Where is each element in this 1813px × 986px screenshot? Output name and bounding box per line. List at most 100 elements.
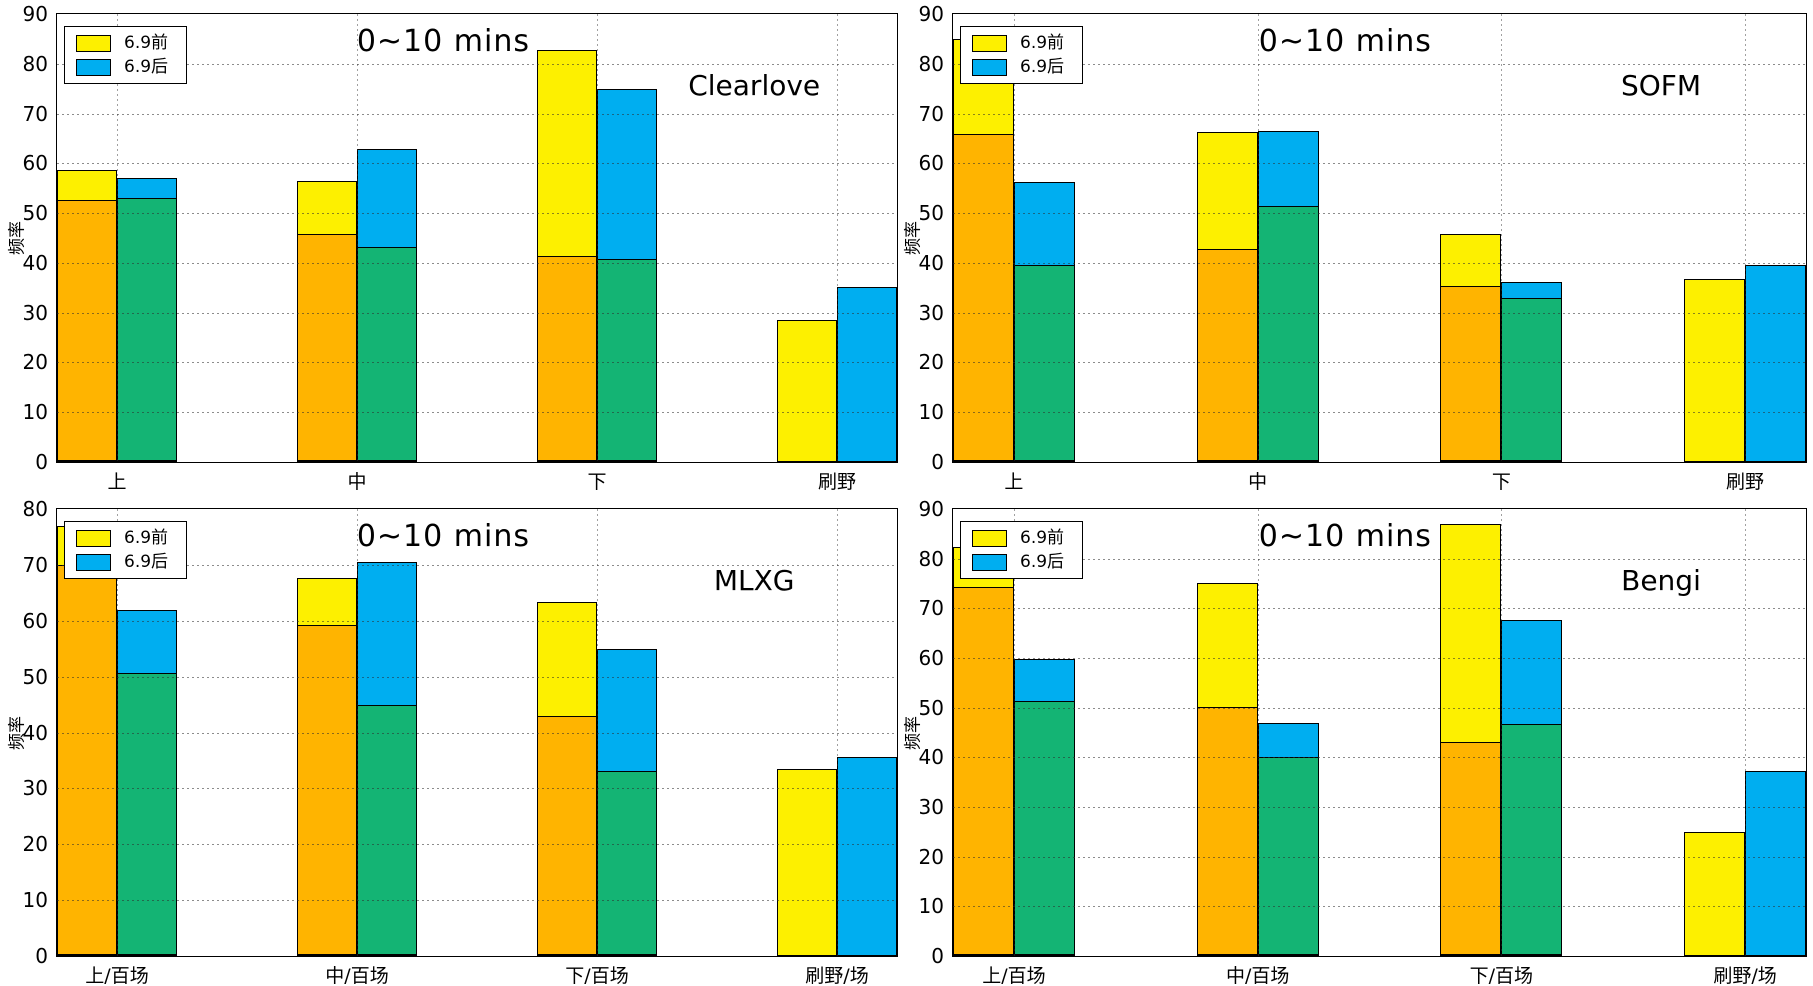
x-tick-label: 刷野 — [1726, 471, 1765, 493]
y-tick-label: 60 — [22, 151, 48, 176]
bar-pre — [777, 769, 837, 956]
legend-pre-label: 6.9前 — [124, 528, 169, 548]
bar-post-lower-segment — [357, 704, 417, 955]
gridline-horizontal — [953, 608, 1806, 610]
bar-post — [117, 609, 177, 956]
player-name: SOFM — [1620, 69, 1702, 102]
bar-post — [837, 286, 897, 462]
bar-pre — [953, 38, 1014, 462]
gridline-horizontal — [953, 707, 1806, 709]
bar-post — [837, 757, 897, 956]
legend-post-swatch-icon — [76, 58, 111, 76]
gridline-vertical — [117, 14, 118, 462]
bar-post — [1745, 265, 1806, 462]
bar-post-lower-segment — [1501, 298, 1563, 461]
gridline-horizontal — [57, 213, 897, 215]
y-tick-label: 50 — [918, 201, 944, 226]
y-tick-label: 10 — [22, 888, 48, 913]
x-tick-label: 上/百场 — [982, 965, 1046, 986]
bar-pre — [537, 49, 597, 462]
gridline-horizontal — [953, 558, 1806, 560]
y-tick-label: 80 — [22, 51, 48, 76]
bar-post-lower-segment — [117, 672, 177, 955]
y-tick-label: 0 — [35, 450, 48, 474]
y-tick-label: 30 — [22, 300, 48, 325]
bar-pre — [57, 525, 117, 956]
bar-pre — [777, 320, 837, 462]
gridline-vertical — [1501, 509, 1503, 956]
gridline-vertical — [1013, 509, 1015, 956]
y-tick-label: 70 — [22, 101, 48, 126]
gridline-vertical — [597, 14, 598, 462]
gridline-horizontal — [57, 362, 897, 364]
gridline-vertical — [1013, 14, 1015, 462]
x-tick-label: 下 — [1491, 471, 1511, 493]
legend: 6.9前 6.9后 — [64, 521, 188, 579]
legend-pre-label: 6.9前 — [1020, 33, 1065, 53]
gridline-horizontal — [953, 113, 1806, 115]
y-tick-label: 80 — [22, 497, 48, 521]
gridline-horizontal — [57, 564, 897, 566]
y-tick-label: 10 — [918, 400, 944, 425]
gridline-horizontal — [953, 412, 1806, 414]
bar-post-lower-segment — [1257, 206, 1319, 461]
y-tick-label: 20 — [22, 350, 48, 375]
gridline-horizontal — [953, 63, 1806, 65]
bar-post — [1257, 722, 1319, 956]
chart-title: 0~10 mins — [1258, 519, 1432, 554]
bar-pre — [1684, 278, 1746, 462]
bar-pre-lower-segment — [537, 255, 597, 461]
bar-post — [1257, 130, 1319, 462]
y-tick-label: 0 — [931, 944, 944, 968]
legend-post-swatch-icon — [972, 553, 1007, 571]
gridline-horizontal — [953, 806, 1806, 808]
gridline-horizontal — [57, 312, 897, 314]
x-tick-label: 上/百场 — [85, 965, 149, 986]
y-tick-label: 20 — [22, 832, 48, 857]
gridline-vertical — [1501, 14, 1503, 462]
y-tick-label: 40 — [22, 720, 48, 745]
bar-post — [1745, 770, 1806, 956]
legend-row-post: 6.9后 — [76, 553, 168, 571]
player-name: MLXG — [713, 564, 795, 597]
bar-pre — [953, 547, 1014, 956]
legend-pre-swatch-icon — [76, 34, 111, 52]
y-tick-label: 0 — [35, 944, 48, 968]
bar-post — [1501, 282, 1563, 462]
x-tick-label: 下/百场 — [1469, 965, 1534, 986]
gridline-vertical — [1745, 14, 1747, 462]
bar-post — [1013, 182, 1075, 462]
gridline-horizontal — [953, 262, 1806, 264]
bar-pre-lower-segment — [1440, 742, 1502, 955]
bar-pre-lower-segment — [1196, 707, 1258, 955]
bar-pre-lower-segment — [297, 233, 357, 461]
y-tick-label: 70 — [918, 596, 944, 621]
chart-title: 0~10 mins — [356, 24, 530, 59]
legend-row-post: 6.9后 — [972, 58, 1064, 76]
gridline-vertical — [1257, 14, 1259, 462]
gridline-horizontal — [57, 163, 897, 165]
legend-row-post: 6.9后 — [76, 58, 168, 76]
gridline-horizontal — [57, 732, 897, 734]
gridline-horizontal — [57, 262, 897, 264]
gridline-horizontal — [57, 676, 897, 678]
legend-pre-label: 6.9前 — [124, 33, 169, 53]
gridline-horizontal — [57, 63, 897, 65]
y-tick-label: 60 — [22, 608, 48, 633]
y-tick-label: 70 — [22, 552, 48, 577]
legend-row-pre: 6.9前 — [972, 529, 1064, 547]
legend-row-pre: 6.9前 — [972, 34, 1064, 52]
y-tick-label: 70 — [918, 101, 944, 126]
bar-post — [1501, 619, 1563, 956]
y-tick-label: 40 — [918, 745, 944, 770]
bar-post-lower-segment — [597, 258, 657, 461]
bar-pre — [1196, 132, 1258, 462]
y-tick-label: 50 — [918, 695, 944, 720]
bar-pre — [57, 169, 117, 462]
y-tick-label: 50 — [22, 201, 48, 226]
y-tick-label: 60 — [918, 645, 944, 670]
gridline-vertical — [837, 14, 838, 462]
bar-pre — [537, 602, 597, 956]
x-tick-label: 刷野/场 — [1713, 965, 1777, 986]
gridline-horizontal — [953, 163, 1806, 165]
